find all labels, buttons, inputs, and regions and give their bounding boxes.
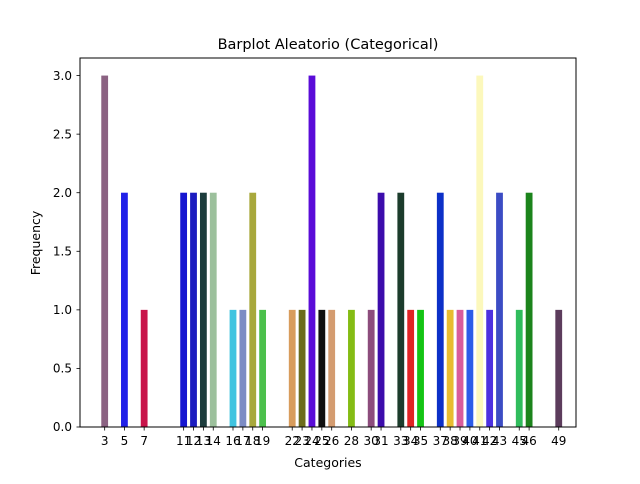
x-tick-label: 11 [176, 434, 191, 448]
bar-45 [515, 309, 523, 427]
bar-30 [367, 309, 375, 427]
bar-42 [486, 309, 494, 427]
y-tick-label: 1.0 [53, 303, 72, 317]
x-tick-label: 19 [255, 434, 270, 448]
x-axis-label: Categories [294, 455, 361, 470]
x-tick-label: 33 [393, 434, 408, 448]
x-tick-label: 14 [206, 434, 221, 448]
x-tick-label: 24 [304, 434, 319, 448]
bar-46 [525, 192, 533, 427]
chart-title: Barplot Aleatorio (Categorical) [218, 37, 439, 53]
bar-14 [209, 192, 217, 427]
bar-38 [446, 309, 454, 427]
x-tick-label: 28 [344, 434, 359, 448]
x-tick-label: 37 [433, 434, 448, 448]
x-tick-label: 3 [101, 434, 109, 448]
x-tick-label: 12 [186, 434, 201, 448]
bar-35 [417, 309, 424, 427]
bar-18 [249, 192, 257, 427]
x-tick-label: 39 [452, 434, 467, 448]
y-tick-label: 1.5 [53, 244, 72, 258]
x-tick-label: 40 [462, 434, 477, 448]
x-tick-label: 16 [225, 434, 240, 448]
x-tick-label: 41 [472, 434, 487, 448]
y-tick-label: 0.5 [53, 362, 72, 376]
y-axis-ticks: 0.0 0.5 1.0 1.5 2.0 2.5 3.0 [53, 69, 80, 434]
bar-37 [436, 192, 444, 427]
bar-39 [456, 309, 464, 427]
plot-frame [79, 57, 577, 428]
bar-23 [298, 309, 306, 427]
bar-49 [555, 309, 563, 427]
bar-19 [259, 309, 267, 427]
bar-22 [288, 309, 296, 427]
x-tick-label: 23 [294, 434, 309, 448]
x-tick-label: 34 [403, 434, 418, 448]
bar-40 [466, 309, 474, 427]
y-tick-label: 0.0 [53, 420, 72, 434]
bar-3 [101, 75, 109, 427]
x-tick-label: 42 [482, 434, 497, 448]
bar-28 [348, 309, 355, 427]
x-tick-label: 30 [364, 434, 379, 448]
x-tick-label: 35 [413, 434, 428, 448]
bar-7 [140, 309, 148, 427]
x-tick-label: 31 [373, 434, 388, 448]
x-tick-label: 25 [314, 434, 329, 448]
bar-41 [476, 75, 484, 427]
y-tick-label: 3.0 [53, 69, 72, 83]
x-tick-label: 45 [512, 434, 527, 448]
bar-12 [190, 192, 197, 427]
bar-33 [397, 192, 405, 427]
bars-layer [101, 75, 563, 427]
x-tick-label: 49 [551, 434, 566, 448]
bar-31 [377, 192, 385, 427]
y-axis-label: Frequency [28, 210, 43, 275]
bar-25 [318, 309, 326, 427]
bar-5 [121, 192, 128, 427]
x-tick-label: 18 [245, 434, 260, 448]
x-tick-label: 26 [324, 434, 339, 448]
bar-11 [180, 192, 188, 427]
y-tick-label: 2.5 [53, 127, 72, 141]
bar-17 [239, 309, 247, 427]
x-tick-label: 7 [140, 434, 148, 448]
x-tick-label: 38 [443, 434, 458, 448]
x-tick-label: 5 [121, 434, 129, 448]
bar-13 [199, 192, 207, 427]
bar-26 [328, 309, 336, 427]
x-tick-label: 43 [492, 434, 507, 448]
x-tick-label: 17 [235, 434, 250, 448]
bar-16 [229, 309, 237, 427]
bar-24 [308, 75, 316, 427]
y-tick-label: 2.0 [53, 186, 72, 200]
bar-43 [496, 192, 503, 427]
x-tick-label: 13 [196, 434, 211, 448]
x-tick-label: 46 [521, 434, 536, 448]
bar-34 [407, 309, 415, 427]
x-tick-label: 22 [285, 434, 300, 448]
